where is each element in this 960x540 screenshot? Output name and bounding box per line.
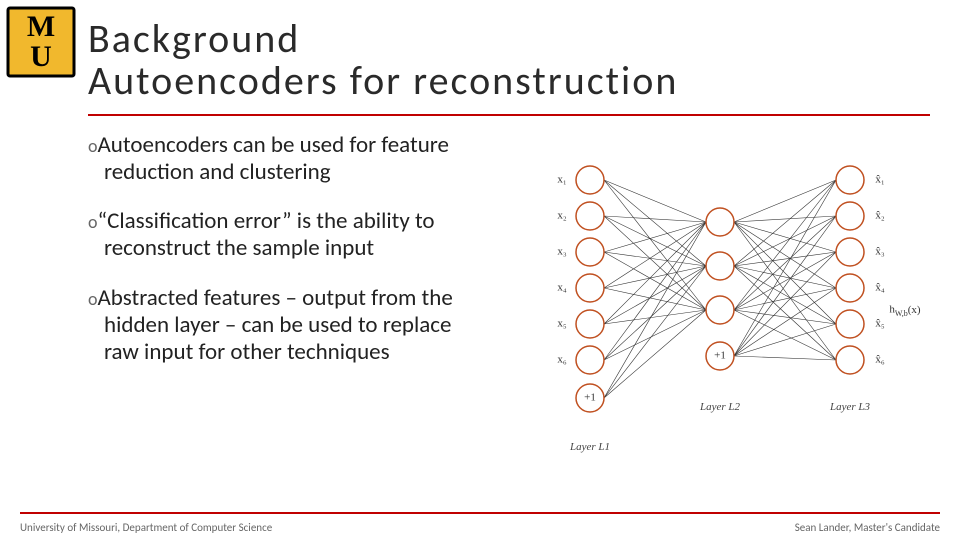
bullet-text: Autoencoders can be used for feature red…: [98, 131, 449, 186]
svg-text:x₄: x₄: [557, 282, 567, 294]
bullet-item: o“Classification error” is the ability t…: [88, 208, 488, 262]
svg-text:x₅: x₅: [557, 318, 567, 330]
svg-text:Layer L3: Layer L3: [829, 401, 871, 413]
autoencoder-diagram: x₁ x₂ x₃ x₄ x₅ x₆ +1 Layer L1 +1 Layer L2 x̂₁ x̂₂ x̂…: [510, 150, 930, 470]
bullet-item: oAbstracted features – output from the h…: [88, 285, 488, 366]
title-line-1: Background: [88, 18, 930, 60]
bullet-marker: o: [88, 288, 98, 310]
logo-letter-bottom: U: [30, 40, 52, 73]
title-line-2: Autoencoders for reconstruction: [88, 60, 930, 102]
svg-text:hW,b(x): hW,b(x): [889, 304, 920, 319]
svg-text:x̂₃: x̂₃: [875, 246, 885, 258]
title-accent-bar: [88, 114, 930, 116]
svg-text:x̂₆: x̂₆: [875, 354, 885, 366]
bullet-text: Abstracted features – output from the hi…: [98, 284, 453, 366]
svg-text:Layer L1: Layer L1: [569, 441, 610, 453]
svg-text:x̂₁: x̂₁: [875, 174, 885, 186]
logo-letter-top: M: [27, 10, 55, 43]
svg-text:x̂₄: x̂₄: [875, 282, 885, 294]
bullet-list: oAutoencoders can be used for feature re…: [88, 132, 488, 388]
bullet-text: “Classification error” is the ability to…: [98, 207, 435, 262]
svg-text:x₂: x₂: [557, 210, 567, 222]
slide: M U Background Autoencoders for reconstr…: [0, 0, 960, 540]
footer-left-text: University of Missouri, Department of Co…: [20, 521, 272, 534]
svg-text:+1: +1: [584, 392, 596, 404]
bullet-marker: o: [88, 211, 98, 233]
footer: University of Missouri, Department of Co…: [0, 512, 960, 540]
svg-text:+1: +1: [714, 350, 726, 362]
title-block: Background Autoencoders for reconstructi…: [88, 18, 930, 102]
svg-text:x₁: x₁: [557, 174, 567, 186]
svg-text:x₃: x₃: [557, 246, 567, 258]
footer-right-text: Sean Lander, Master's Candidate: [795, 521, 940, 534]
mu-logo: M U: [6, 6, 76, 78]
bullet-item: oAutoencoders can be used for feature re…: [88, 132, 488, 186]
svg-text:x₆: x₆: [557, 354, 567, 366]
svg-text:Layer L2: Layer L2: [699, 401, 741, 413]
footer-accent-bar: [20, 512, 940, 514]
svg-text:x̂₂: x̂₂: [875, 210, 885, 222]
bullet-marker: o: [88, 135, 98, 157]
svg-text:x̂₅: x̂₅: [875, 318, 885, 330]
